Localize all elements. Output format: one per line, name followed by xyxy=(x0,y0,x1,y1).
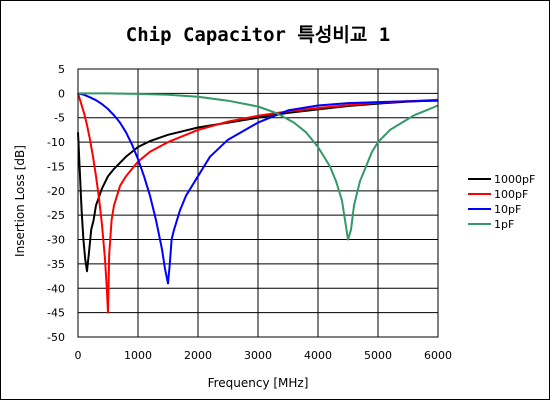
legend: 1000pF 100pF 10pF 1pF xyxy=(468,173,535,231)
x-tick-label: 5000 xyxy=(364,349,392,362)
y-tick-label: -45 xyxy=(47,307,65,320)
legend-label: 10pF xyxy=(494,203,521,216)
tick-labels: 5 0 -5 -10 -15 -20 -25 -30 -35 -40 -45 -50 0 1000 2000… xyxy=(47,63,452,362)
x-tick-label: 3000 xyxy=(244,349,272,362)
x-tick-label: 6000 xyxy=(424,349,452,362)
x-tick-label: 0 xyxy=(75,349,82,362)
y-tick-label: -40 xyxy=(47,282,65,295)
legend-label: 100pF xyxy=(494,188,528,201)
y-tick-label: -25 xyxy=(47,209,65,222)
y-tick-label: 5 xyxy=(58,63,65,76)
legend-label: 1000pF xyxy=(494,173,535,186)
series-line-10pF xyxy=(77,92,439,285)
y-tick-label: -50 xyxy=(47,331,65,344)
legend-label: 1pF xyxy=(494,218,514,231)
series-line-1000pF xyxy=(77,99,439,273)
chart-title: Chip Capacitor 특성비교 1 xyxy=(126,24,390,46)
y-tick-label: -5 xyxy=(54,112,65,125)
series-line-1pF xyxy=(78,92,439,241)
x-tick-label: 2000 xyxy=(184,349,212,362)
plot-border xyxy=(77,68,439,338)
y-tick-label: -10 xyxy=(47,136,65,149)
y-tick-label: -30 xyxy=(47,234,65,247)
series-lines xyxy=(77,92,439,314)
y-axis-title: Insertion Loss [dB] xyxy=(13,145,27,257)
y-tick-label: -35 xyxy=(47,258,65,271)
y-tick-label: 0 xyxy=(58,87,65,100)
x-axis-title: Frequency [MHz] xyxy=(208,376,309,390)
series-line-100pF xyxy=(77,93,439,314)
x-tick-label: 4000 xyxy=(304,349,332,362)
y-tick-label: -15 xyxy=(47,160,65,173)
y-tick-label: -20 xyxy=(47,185,65,198)
x-tick-label: 1000 xyxy=(124,349,152,362)
